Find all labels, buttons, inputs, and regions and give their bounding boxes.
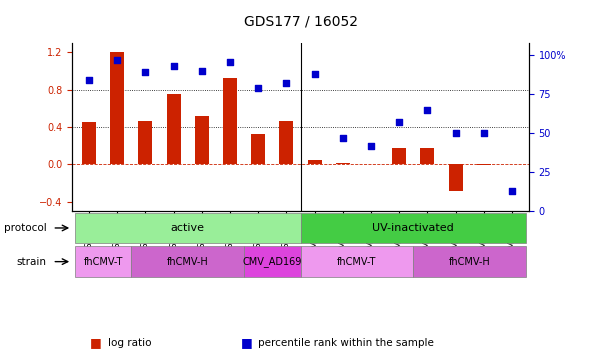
Text: fhCMV-T: fhCMV-T — [337, 257, 377, 267]
Bar — [82, 122, 96, 164]
FancyBboxPatch shape — [75, 246, 132, 277]
Bar — [251, 135, 265, 164]
Point — [366, 143, 376, 149]
FancyBboxPatch shape — [300, 213, 526, 243]
Text: strain: strain — [17, 257, 47, 267]
Bar — [223, 79, 237, 164]
Text: ■: ■ — [90, 336, 102, 349]
Bar — [392, 147, 406, 164]
Text: ■: ■ — [240, 336, 252, 349]
Bar — [279, 121, 293, 164]
Bar — [448, 164, 463, 191]
FancyBboxPatch shape — [300, 246, 413, 277]
Point — [479, 130, 489, 136]
Text: log ratio: log ratio — [108, 338, 151, 348]
Text: GDS177 / 16052: GDS177 / 16052 — [243, 15, 358, 29]
Text: protocol: protocol — [4, 223, 47, 233]
Point — [394, 120, 404, 125]
Text: fhCMV-T: fhCMV-T — [84, 257, 123, 267]
Point — [197, 68, 207, 74]
Point — [225, 59, 235, 64]
Point — [507, 188, 517, 194]
Text: percentile rank within the sample: percentile rank within the sample — [258, 338, 435, 348]
FancyBboxPatch shape — [75, 213, 300, 243]
Text: UV-inactivated: UV-inactivated — [373, 223, 454, 233]
Text: fhCMV-H: fhCMV-H — [449, 257, 490, 267]
Point — [254, 85, 263, 91]
FancyBboxPatch shape — [132, 246, 244, 277]
Bar — [110, 52, 124, 164]
FancyBboxPatch shape — [413, 246, 526, 277]
Point — [282, 80, 291, 86]
Bar — [166, 94, 181, 164]
Bar — [477, 164, 491, 165]
Bar — [420, 147, 435, 164]
Point — [169, 63, 178, 69]
Point — [338, 135, 347, 141]
FancyBboxPatch shape — [244, 246, 300, 277]
Point — [451, 130, 460, 136]
Text: active: active — [171, 223, 205, 233]
Bar — [138, 121, 153, 164]
Point — [423, 107, 432, 113]
Point — [112, 57, 122, 63]
Bar — [195, 116, 209, 164]
Point — [84, 77, 94, 83]
Point — [141, 70, 150, 75]
Text: CMV_AD169: CMV_AD169 — [243, 256, 302, 267]
Bar — [308, 160, 322, 164]
Text: fhCMV-H: fhCMV-H — [167, 257, 209, 267]
Point — [310, 71, 319, 77]
